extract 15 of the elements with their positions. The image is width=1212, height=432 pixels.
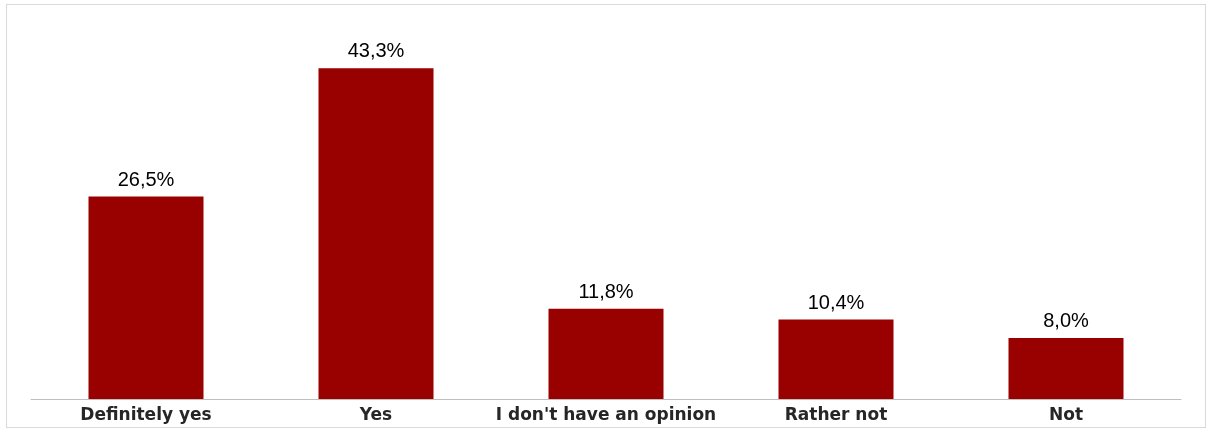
bar bbox=[548, 308, 664, 399]
data-label: 43,3% bbox=[347, 39, 405, 62]
x-tick-label: Rather not bbox=[784, 403, 888, 424]
data-label: 10,4% bbox=[807, 290, 865, 313]
bar bbox=[778, 319, 894, 399]
bar bbox=[1008, 337, 1124, 399]
x-tick-label: Yes bbox=[358, 403, 393, 424]
x-tick-label: I don't have an opinion bbox=[495, 403, 717, 424]
data-label: 26,5% bbox=[117, 167, 175, 190]
bar bbox=[318, 68, 434, 399]
data-label: 11,8% bbox=[578, 279, 634, 302]
x-tick-label: Not bbox=[1048, 403, 1084, 424]
x-tick-label: Definitely yes bbox=[80, 403, 212, 424]
bar bbox=[88, 196, 204, 399]
data-label: 8,0% bbox=[1043, 308, 1090, 331]
